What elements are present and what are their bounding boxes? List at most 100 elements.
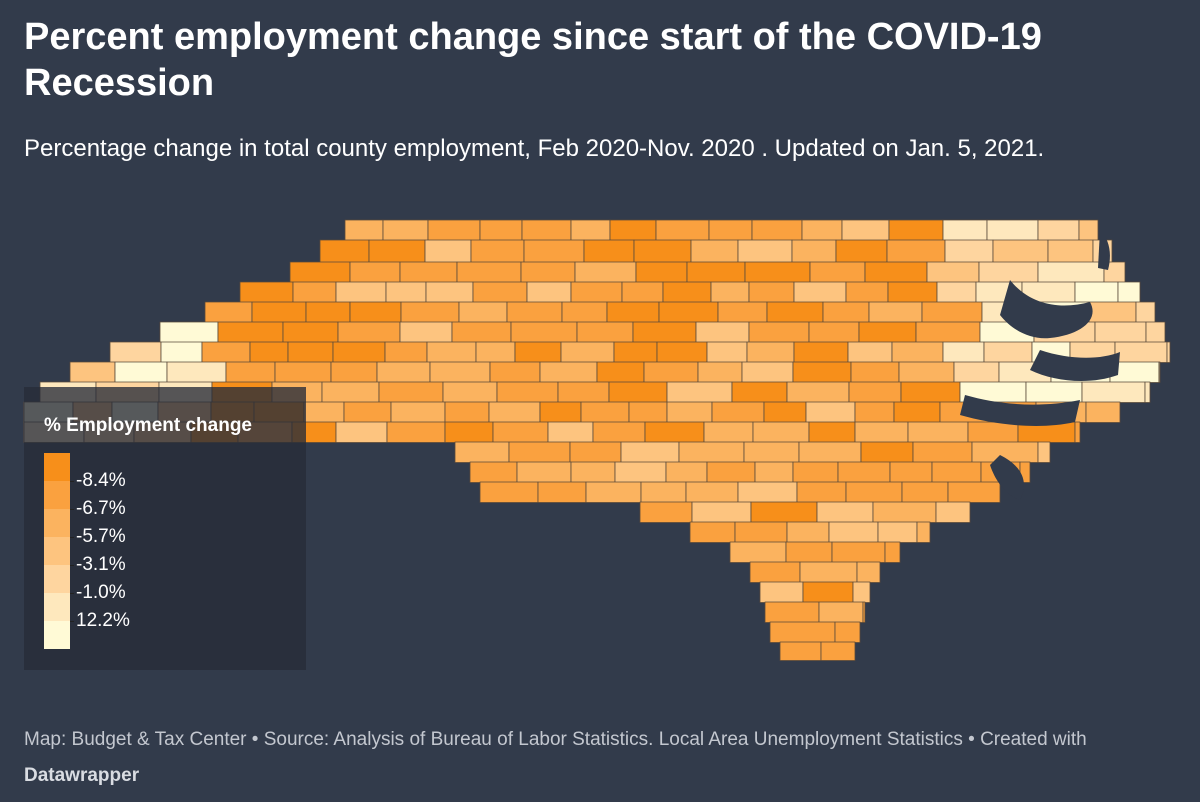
- county[interactable]: [785, 541, 833, 563]
- county[interactable]: [901, 481, 949, 503]
- county[interactable]: [635, 261, 688, 283]
- county[interactable]: [349, 261, 401, 283]
- county[interactable]: [479, 219, 523, 241]
- county[interactable]: [912, 441, 973, 463]
- county[interactable]: [864, 261, 928, 283]
- county[interactable]: [399, 261, 458, 283]
- county[interactable]: [759, 581, 804, 603]
- county[interactable]: [852, 581, 871, 603]
- county[interactable]: [251, 301, 307, 323]
- county[interactable]: [1117, 281, 1141, 303]
- county[interactable]: [614, 461, 667, 483]
- county[interactable]: [159, 321, 219, 343]
- county[interactable]: [841, 219, 890, 241]
- county[interactable]: [1037, 219, 1080, 241]
- county[interactable]: [665, 461, 708, 483]
- county[interactable]: [816, 501, 874, 523]
- county[interactable]: [690, 239, 739, 263]
- county[interactable]: [526, 281, 572, 303]
- county[interactable]: [744, 261, 811, 283]
- county[interactable]: [666, 381, 733, 403]
- county[interactable]: [685, 481, 739, 503]
- county[interactable]: [523, 239, 585, 263]
- county[interactable]: [330, 361, 378, 383]
- county[interactable]: [114, 361, 168, 383]
- county[interactable]: [640, 481, 687, 503]
- county[interactable]: [915, 321, 981, 343]
- county[interactable]: [858, 321, 917, 343]
- county[interactable]: [820, 641, 856, 661]
- county[interactable]: [695, 321, 750, 343]
- county[interactable]: [947, 481, 1001, 503]
- county[interactable]: [368, 239, 426, 263]
- county[interactable]: [506, 301, 563, 323]
- county[interactable]: [521, 219, 572, 241]
- county[interactable]: [628, 401, 668, 423]
- county[interactable]: [786, 521, 830, 543]
- county[interactable]: [837, 461, 891, 483]
- county[interactable]: [225, 361, 276, 383]
- county[interactable]: [489, 361, 541, 383]
- county[interactable]: [658, 301, 719, 323]
- county[interactable]: [711, 401, 765, 423]
- county[interactable]: [376, 361, 431, 383]
- county[interactable]: [850, 361, 900, 383]
- county[interactable]: [349, 301, 402, 323]
- county[interactable]: [868, 301, 923, 323]
- county[interactable]: [763, 401, 807, 423]
- county[interactable]: [390, 401, 446, 423]
- county[interactable]: [444, 401, 490, 423]
- county[interactable]: [470, 239, 525, 263]
- county[interactable]: [779, 641, 822, 661]
- county[interactable]: [1114, 341, 1168, 363]
- county[interactable]: [426, 341, 477, 363]
- county[interactable]: [978, 261, 1039, 283]
- county[interactable]: [592, 421, 646, 443]
- county[interactable]: [872, 501, 937, 523]
- county[interactable]: [561, 301, 608, 323]
- county[interactable]: [751, 219, 803, 241]
- county[interactable]: [424, 239, 472, 263]
- county[interactable]: [319, 239, 370, 263]
- county[interactable]: [818, 601, 864, 623]
- county[interactable]: [287, 341, 334, 363]
- county[interactable]: [557, 381, 610, 403]
- county[interactable]: [576, 321, 634, 343]
- county[interactable]: [479, 481, 539, 503]
- county[interactable]: [384, 341, 428, 363]
- county[interactable]: [798, 441, 862, 463]
- county[interactable]: [282, 321, 339, 343]
- county[interactable]: [1037, 441, 1051, 463]
- county[interactable]: [748, 321, 810, 343]
- county[interactable]: [204, 301, 253, 323]
- county[interactable]: [1158, 361, 1161, 383]
- county[interactable]: [585, 481, 642, 503]
- county[interactable]: [710, 281, 750, 303]
- county[interactable]: [633, 239, 692, 263]
- county[interactable]: [1078, 219, 1099, 241]
- county[interactable]: [1144, 381, 1151, 403]
- county[interactable]: [900, 381, 961, 403]
- county[interactable]: [289, 261, 351, 283]
- county[interactable]: [475, 341, 516, 363]
- county[interactable]: [706, 461, 756, 483]
- county[interactable]: [847, 341, 893, 363]
- county[interactable]: [886, 239, 946, 263]
- county[interactable]: [442, 381, 498, 403]
- county[interactable]: [580, 401, 630, 423]
- county[interactable]: [942, 341, 985, 363]
- county[interactable]: [748, 281, 795, 303]
- county[interactable]: [596, 361, 645, 383]
- county[interactable]: [953, 361, 1000, 383]
- county[interactable]: [560, 341, 615, 363]
- county[interactable]: [160, 341, 203, 363]
- county[interactable]: [887, 281, 938, 303]
- county[interactable]: [854, 421, 909, 443]
- county[interactable]: [862, 601, 866, 623]
- county[interactable]: [305, 301, 351, 323]
- county[interactable]: [292, 281, 337, 303]
- county[interactable]: [822, 301, 870, 323]
- county[interactable]: [848, 381, 902, 403]
- county[interactable]: [570, 281, 623, 303]
- county[interactable]: [1081, 381, 1146, 403]
